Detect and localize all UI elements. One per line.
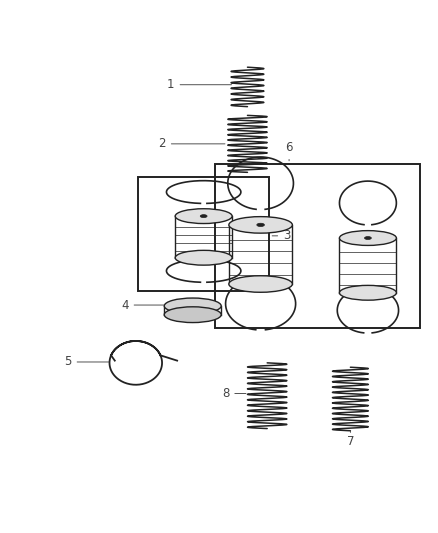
Bar	[138, 177, 269, 290]
Text: 7: 7	[346, 431, 354, 448]
Ellipse shape	[175, 251, 232, 265]
Text: 1: 1	[167, 78, 232, 91]
Text: 2: 2	[158, 138, 225, 150]
Ellipse shape	[229, 276, 293, 292]
Text: 4: 4	[121, 298, 164, 312]
Text: 6: 6	[285, 141, 293, 161]
Ellipse shape	[175, 209, 232, 223]
Bar	[215, 164, 420, 328]
Ellipse shape	[229, 216, 293, 233]
Text: 8: 8	[222, 387, 246, 400]
Ellipse shape	[257, 223, 265, 227]
Text: 5: 5	[64, 356, 109, 368]
Ellipse shape	[164, 298, 221, 314]
Ellipse shape	[164, 307, 221, 322]
Ellipse shape	[339, 231, 396, 245]
Text: 3: 3	[272, 229, 290, 243]
Ellipse shape	[364, 237, 371, 239]
Ellipse shape	[200, 215, 207, 217]
Ellipse shape	[339, 285, 396, 300]
